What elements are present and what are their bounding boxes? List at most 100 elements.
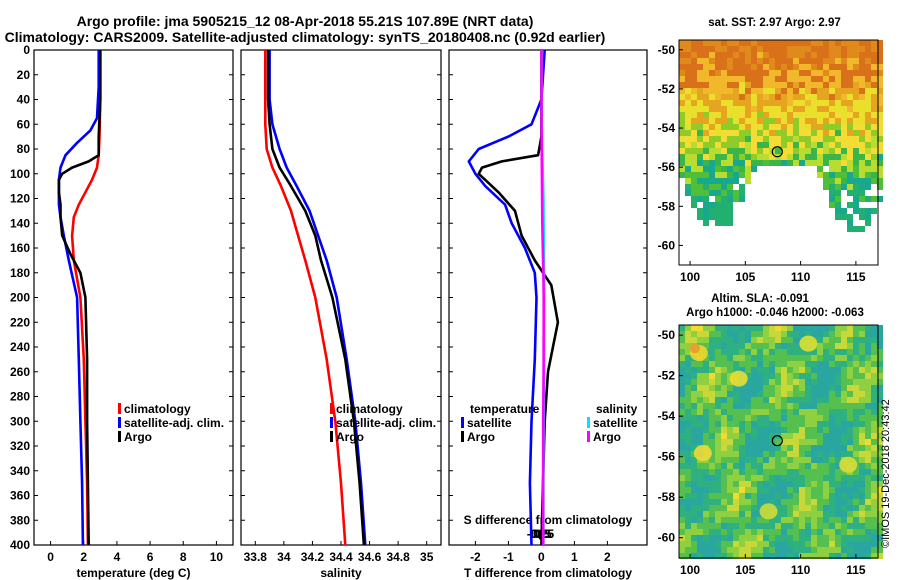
sla_map-cell (841, 409, 847, 415)
sst_map-cell (781, 112, 787, 118)
sst_map-cell (835, 148, 841, 154)
sst_map-cell (817, 166, 823, 172)
sla_map-cell (697, 337, 703, 343)
sla_map-cell (709, 349, 715, 355)
sla_map-cell (787, 463, 793, 469)
sst_map-cell (853, 196, 859, 202)
sla_map-cell (823, 385, 829, 391)
sst_map-cell (817, 124, 823, 130)
sst_map-cell (811, 82, 817, 88)
sst_map-cell (757, 136, 763, 142)
sla_map-cell (739, 517, 745, 523)
sst_map-cell (853, 148, 859, 154)
sla_map-cell (745, 415, 751, 421)
sla_map-cell (853, 481, 859, 487)
sst_map-cell (709, 154, 715, 160)
sst_map-cell (787, 46, 793, 52)
sla_map-cell (817, 331, 823, 337)
sla_map-cell (751, 427, 757, 433)
sst_map-cell (853, 208, 859, 214)
sla_map-cell (817, 469, 823, 475)
sst_map-x-tick-label: 110 (791, 270, 811, 284)
depth-tick-label: 100 (10, 167, 30, 181)
sla_map-cell (733, 331, 739, 337)
sla_map-cell (859, 349, 865, 355)
sst-map-title: sat. SST: 2.97 Argo: 2.97 (708, 17, 841, 29)
sla_map-cell (835, 355, 841, 361)
sla_map-cell (679, 415, 685, 421)
sst_map-cell (733, 130, 739, 136)
sst_map-cell (835, 58, 841, 64)
sst_map-cell (871, 142, 877, 148)
sla_map-cell (799, 547, 805, 553)
sla_map-cell (721, 469, 727, 475)
sla_map-cell (775, 367, 781, 373)
sst_map-cell (841, 166, 847, 172)
sla_map-cell (757, 385, 763, 391)
sla_map-cell (871, 481, 877, 487)
sst_map-cell (709, 46, 715, 52)
sla_map-cell (727, 487, 733, 493)
sla_map-cell (745, 337, 751, 343)
sst_map-cell (811, 154, 817, 160)
sla_map-cell (847, 379, 853, 385)
sst_map-cell (757, 100, 763, 106)
sst_map-cell (733, 76, 739, 82)
sst_map-cell (877, 106, 883, 112)
sst_map-cell (727, 118, 733, 124)
sst_map-cell (877, 88, 883, 94)
sst_map-cell (733, 148, 739, 154)
sla_map-cell (685, 349, 691, 355)
sla_map-cell (853, 337, 859, 343)
sst_map-cell (823, 100, 829, 106)
sla_map-cell (703, 493, 709, 499)
sla_map-cell (727, 325, 733, 331)
sla_map-cell (739, 553, 745, 559)
sla_map-cell (811, 535, 817, 541)
sla_map-cell (871, 553, 877, 559)
sla_map-cell (841, 433, 847, 439)
sla_map-cell (811, 355, 817, 361)
sla_map-cell (691, 529, 697, 535)
sla_map-cell (787, 391, 793, 397)
sla_map-cell (823, 487, 829, 493)
sla_map-cell (727, 331, 733, 337)
sst_map-cell (805, 82, 811, 88)
sst_map-cell (865, 166, 871, 172)
sla_map-cell (829, 367, 835, 373)
sla_map-cell (847, 493, 853, 499)
sst_map-cell (847, 46, 853, 52)
sst_map-cell (805, 154, 811, 160)
sst_map-cell (733, 112, 739, 118)
sst_map-cell (709, 118, 715, 124)
sla_map-cell (763, 343, 769, 349)
sla_map-cell (787, 403, 793, 409)
sst_map-cell (727, 100, 733, 106)
sla_map-cell (817, 529, 823, 535)
sst_map-cell (763, 82, 769, 88)
sst_map-cell (709, 190, 715, 196)
sst_map-cell (721, 100, 727, 106)
sla_map-cell (823, 481, 829, 487)
sla_map-cell (769, 343, 775, 349)
sst_map-cell (685, 160, 691, 166)
sla_map-cell (685, 331, 691, 337)
sla_map-cell (775, 475, 781, 481)
sla_map-cell (853, 343, 859, 349)
sla_map-cell (799, 355, 805, 361)
sla_map-cell (859, 547, 865, 553)
sla_map-cell (715, 367, 721, 373)
sla_map-cell (823, 529, 829, 535)
sla_map-cell (811, 523, 817, 529)
sla_map-cell (859, 463, 865, 469)
sla_map-cell (859, 523, 865, 529)
sla_map-cell (691, 445, 697, 451)
sla_map-cell (811, 511, 817, 517)
sst_map-cell (697, 58, 703, 64)
sla_map-frame (678, 324, 879, 559)
sla_map-cell (715, 475, 721, 481)
sla_map-cell (865, 505, 871, 511)
sla_map-cell (871, 403, 877, 409)
sla_map-cell (877, 409, 883, 415)
sla_map-cell (679, 385, 685, 391)
